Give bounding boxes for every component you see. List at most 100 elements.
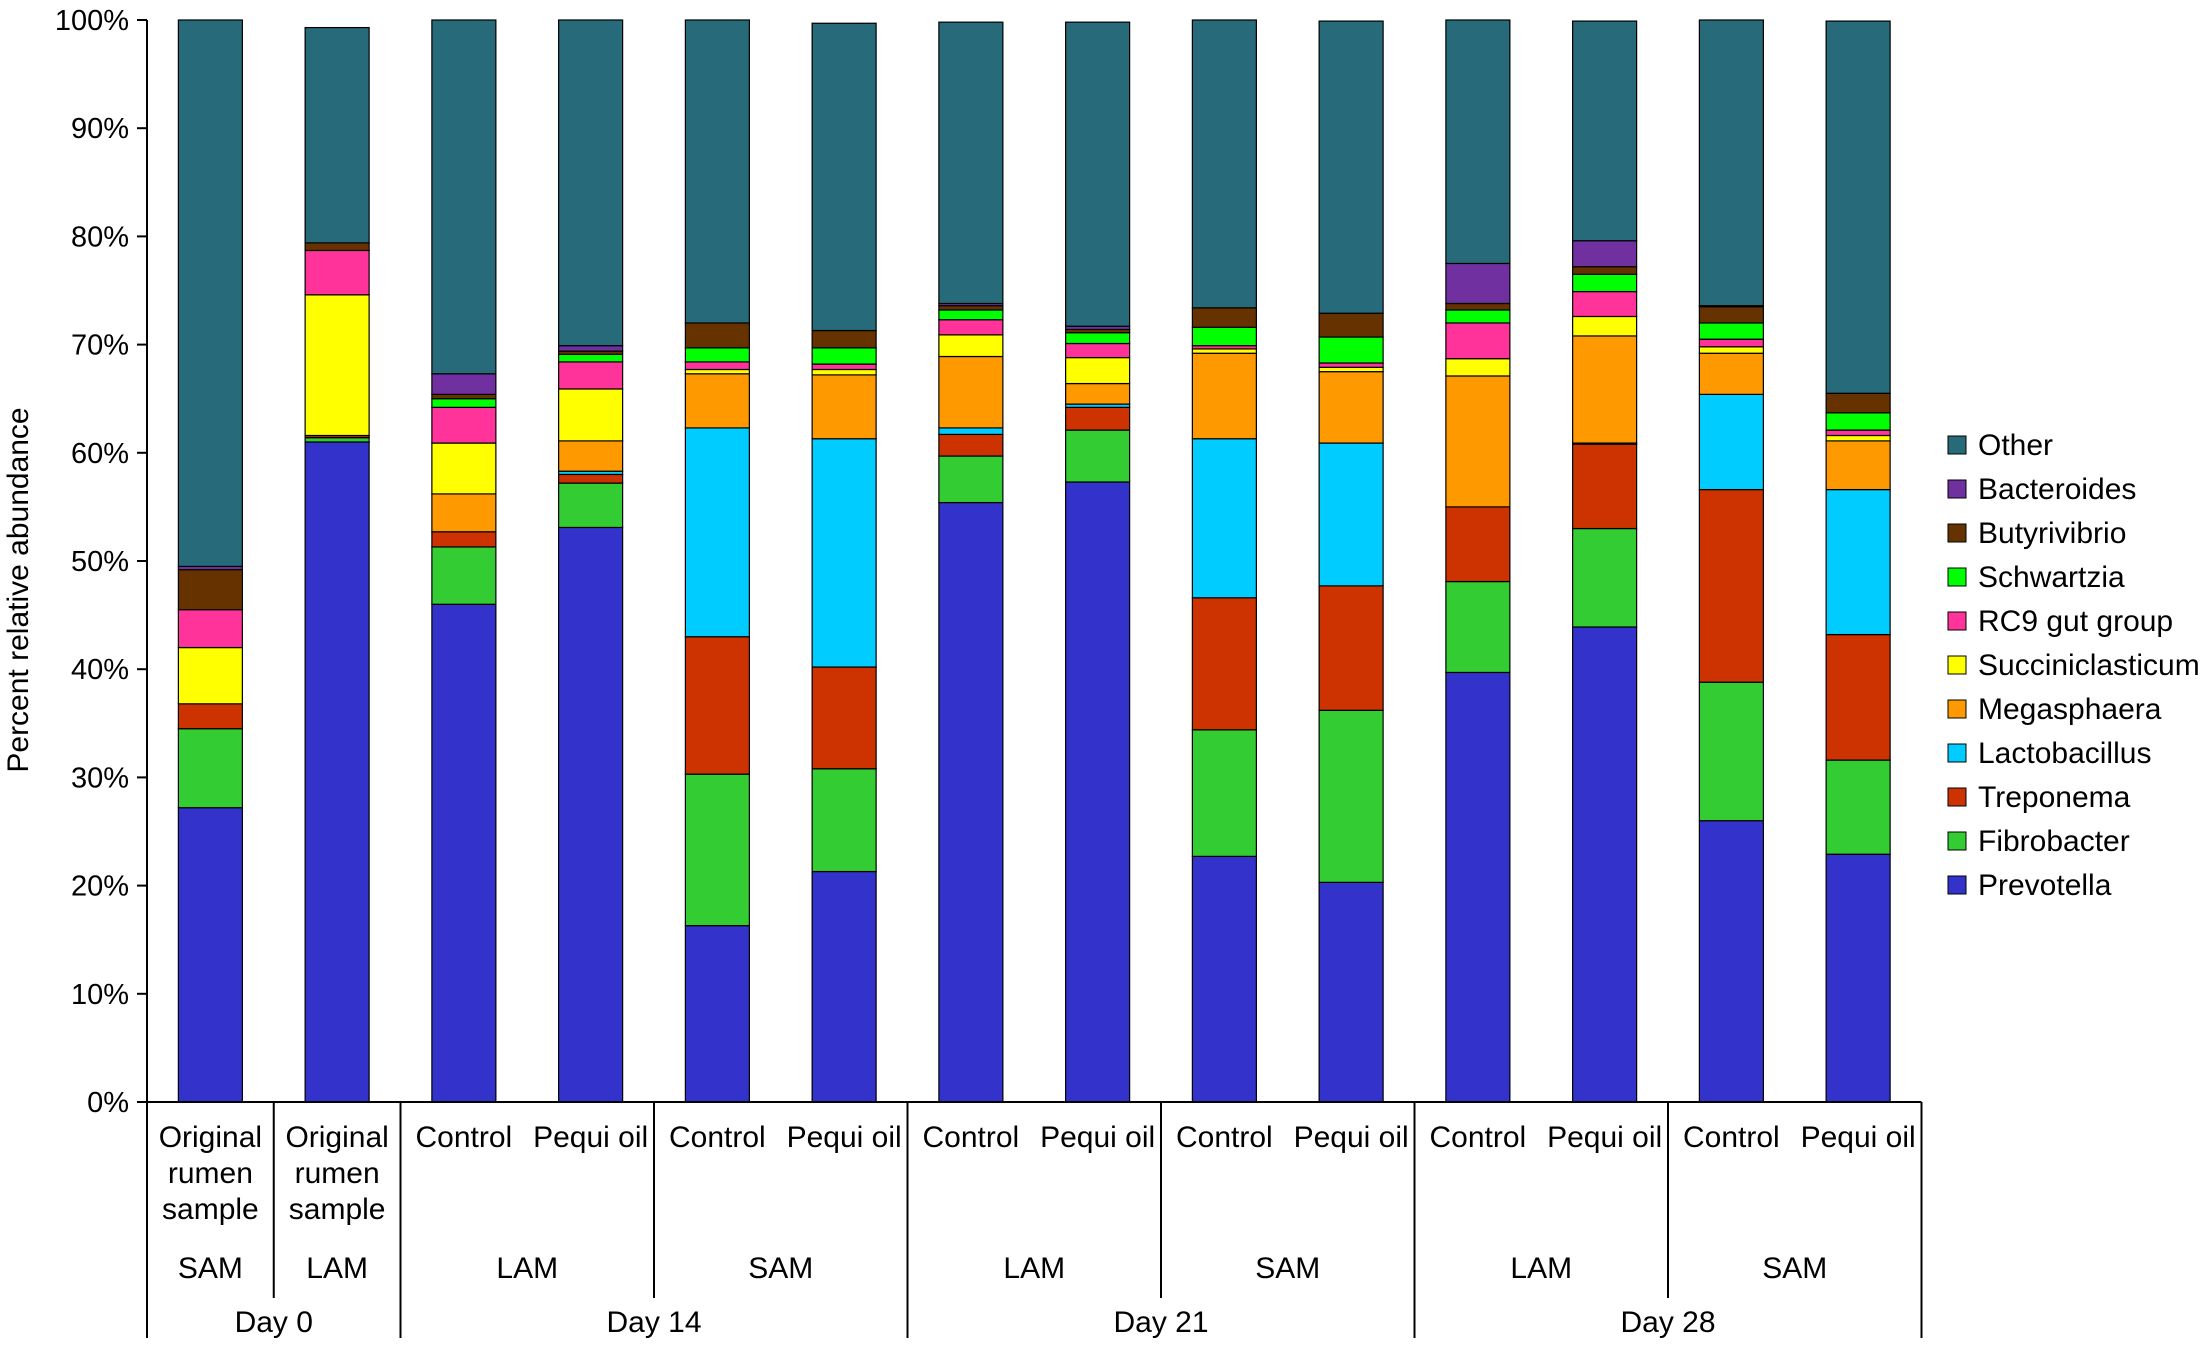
x-group-label-day: Day 21: [1113, 1306, 1208, 1339]
bar-segment-butyrivibrio: [304, 242, 370, 252]
bar-segment-other: [938, 21, 1004, 305]
bar-segment-prevotella: [1572, 626, 1638, 1103]
legend-label: Lactobacillus: [1978, 737, 2151, 770]
bar-segment-bacteroides: [1572, 240, 1638, 268]
legend-swatch: [1947, 831, 1967, 851]
legend-label: Megasphaera: [1978, 693, 2162, 726]
bar-segment-butyrivibrio: [938, 305, 1004, 311]
bar-segment-succiniclasticum: [1065, 356, 1131, 385]
legend-swatch: [1947, 567, 1967, 587]
legend-label: Schwartzia: [1978, 561, 2125, 594]
x-category-label: Control: [416, 1121, 513, 1154]
bar-segment-rc9-gut-group: [1318, 362, 1384, 368]
legend-swatch: [1947, 875, 1967, 895]
x-category-label: Original rumen sample: [285, 1121, 388, 1226]
bar-segment-fibrobacter: [1191, 729, 1257, 857]
bar-segment-succiniclasticum: [304, 294, 370, 437]
x-group-label-ration: LAM: [306, 1252, 368, 1285]
bar-segment-fibrobacter: [1825, 759, 1891, 855]
bar-segment-other: [558, 19, 624, 347]
bar-segment-prevotella: [304, 441, 370, 1103]
bar-segment-rc9-gut-group: [177, 609, 243, 649]
legend-label: Treponema: [1978, 781, 2131, 814]
bar-segment-other: [1825, 20, 1891, 394]
bar-segment-rc9-gut-group: [1698, 338, 1764, 348]
y-tick-label: 10%: [71, 979, 129, 1011]
bar-segment-schwartzia: [1572, 273, 1638, 293]
bar-segment-fibrobacter: [1065, 429, 1131, 483]
bar-segment-fibrobacter: [304, 437, 370, 443]
x-group-label-ration: LAM: [1003, 1252, 1065, 1285]
bar-segment-rc9-gut-group: [1825, 429, 1891, 437]
bar-segment-prevotella: [938, 501, 1004, 1103]
bar-segment-other: [1318, 20, 1384, 314]
bar-segment-treponema: [431, 531, 497, 548]
bar-segment-rc9-gut-group: [558, 361, 624, 390]
bar-segment-schwartzia: [431, 398, 497, 408]
bar-segment-rc9-gut-group: [304, 249, 370, 296]
bar-segment-prevotella: [177, 807, 243, 1103]
x-category-label: Pequi oil: [1040, 1121, 1155, 1154]
bar-segment-prevotella: [1318, 881, 1384, 1103]
bar-segment-megasphaera: [1445, 375, 1511, 508]
legend-swatch: [1947, 479, 1967, 499]
legend-item-bacteroides: Bacteroides: [1947, 473, 2136, 506]
legend-label: Other: [1978, 429, 2053, 462]
bar-segment-other: [431, 19, 497, 375]
bar-segment-megasphaera: [1318, 371, 1384, 444]
x-group-label-day: Day 0: [235, 1306, 313, 1339]
bar-segment-schwartzia: [1191, 326, 1257, 347]
bar-segment-prevotella: [431, 603, 497, 1103]
bar-segment-other: [1191, 19, 1257, 309]
bar-segment-treponema: [1318, 585, 1384, 711]
bar-segment-rc9-gut-group: [1572, 290, 1638, 318]
x-category-label: Pequi oil: [533, 1121, 648, 1154]
bar-segment-treponema: [684, 636, 750, 775]
bar-segment-megasphaera: [811, 374, 877, 440]
legend-item-other: Other: [1947, 429, 2053, 462]
legend-swatch: [1947, 655, 1967, 675]
bars: [177, 19, 1891, 1103]
legend-item-fibrobacter: Fibrobacter: [1947, 825, 2130, 858]
bar-segment-rc9-gut-group: [811, 363, 877, 371]
bar-segment-other: [1698, 19, 1764, 307]
bar-segment-prevotella: [1698, 820, 1764, 1103]
bar-segment-treponema: [177, 703, 243, 730]
bar-segment-megasphaera: [684, 373, 750, 429]
legend-swatch: [1947, 743, 1967, 763]
bar-segment-megasphaera: [1572, 335, 1638, 444]
bar-segment-succiniclasticum: [1698, 346, 1764, 354]
bar-segment-rc9-gut-group: [1065, 342, 1131, 359]
legend-item-prevotella: Prevotella: [1947, 869, 2112, 902]
bar-segment-lactobacillus: [1698, 393, 1764, 491]
legend-swatch: [1947, 699, 1967, 719]
bar-segment-bacteroides: [558, 345, 624, 352]
bar-segment-treponema: [1191, 597, 1257, 731]
y-tick-label: 70%: [71, 330, 129, 362]
x-group-label-day: Day 14: [606, 1306, 701, 1339]
bar-segment-treponema: [938, 433, 1004, 457]
bar-segment-megasphaera: [938, 355, 1004, 429]
bar-segment-other: [304, 26, 370, 244]
bar-segment-succiniclasticum: [177, 646, 243, 705]
bar-segment-rc9-gut-group: [431, 406, 497, 444]
legend-item-succiniclasticum: Succiniclasticum: [1947, 649, 2200, 682]
legend-swatch: [1947, 611, 1967, 631]
bar-segment-fibrobacter: [1572, 527, 1638, 628]
x-group-label-ration: LAM: [1510, 1252, 1572, 1285]
x-category-label: Control: [923, 1121, 1020, 1154]
legend: Other Bacteroides Butyrivibrio Schwartzia RC…: [1947, 429, 2200, 902]
bar-segment-fibrobacter: [1318, 709, 1384, 883]
bar-segment-fibrobacter: [558, 482, 624, 529]
y-tick-label: 80%: [71, 221, 129, 253]
bar-segment-butyrivibrio: [1825, 392, 1891, 414]
bar-segment-prevotella: [684, 925, 750, 1103]
bar-segment-prevotella: [1065, 481, 1131, 1103]
bar-segment-butyrivibrio: [1191, 307, 1257, 328]
bar-segment-megasphaera: [1191, 352, 1257, 440]
bar-segment-fibrobacter: [811, 768, 877, 873]
bar-segment-lactobacillus: [684, 427, 750, 638]
bar-segment-succiniclasticum: [1191, 348, 1257, 354]
bar-segment-lactobacillus: [1318, 442, 1384, 587]
